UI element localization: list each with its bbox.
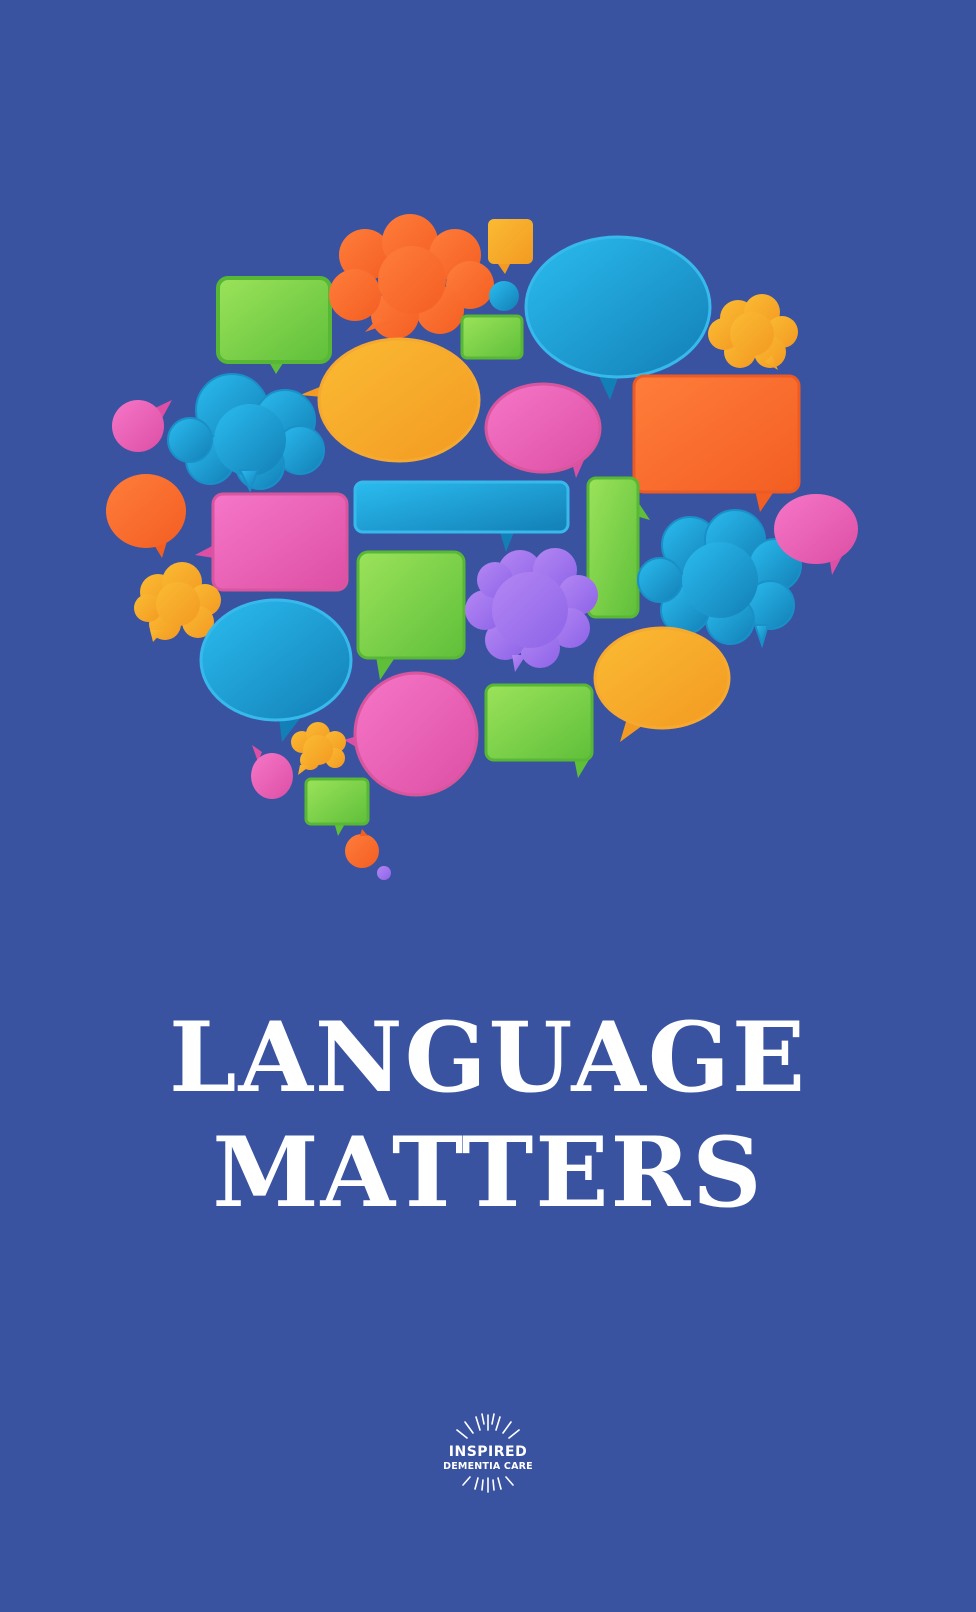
speech-bubble-cluster: [106, 214, 858, 880]
title-line-1: LANGUAGE: [168, 1001, 808, 1114]
speech-bubble-pink-small: [112, 400, 172, 452]
inspired-dementia-care-logo: INSPIRED DEMENTIA CARE: [428, 1410, 548, 1496]
dot-purple: [377, 866, 391, 880]
speech-bubble-orange-round: [106, 474, 186, 558]
sunburst-icon: [456, 1413, 520, 1493]
thought-cloud-orange: [329, 214, 494, 339]
speech-bubble-pink-tiny: [251, 745, 293, 799]
speech-bubble-orange-rect: [632, 374, 801, 512]
speech-bubble-pink-oval: [484, 382, 602, 478]
speech-bubble-green-tiny: [304, 777, 370, 836]
speech-bubble-green-tall: [586, 476, 650, 619]
thought-cloud-yellow-left: [134, 562, 221, 642]
speech-bubble-yellow-oval: [300, 337, 481, 463]
thought-cloud-yellow: [708, 294, 798, 370]
speech-bubble-yellow: [488, 219, 533, 274]
thought-cloud-blue-right: [637, 509, 802, 649]
thought-cloud-purple: [465, 548, 598, 672]
speech-bubble-blue-bar: [353, 480, 570, 552]
speech-bubble-green: [216, 276, 332, 374]
speech-bubble-pink-right: [774, 494, 858, 575]
dot-orange-tail: [360, 829, 368, 836]
speech-bubble-pink-circle: [344, 671, 479, 797]
speech-bubble-yellow-right: [593, 626, 731, 742]
speech-bubble-green-bottom: [484, 683, 594, 778]
title-line-2: MATTERS: [212, 1116, 764, 1229]
speech-bubble-green-small: [460, 314, 524, 360]
speech-bubble-blue-large: [524, 235, 712, 400]
thought-cloud-yellow-small: [291, 722, 346, 775]
speech-bubble-pink-rect: [195, 492, 349, 592]
speech-bubble-green-square: [356, 550, 466, 680]
logo-text-inspired: INSPIRED: [448, 1444, 528, 1460]
thought-cloud-blue: [167, 373, 325, 493]
dot-orange: [345, 834, 379, 868]
speech-bubble-blue-left: [199, 598, 353, 742]
dot-blue: [489, 281, 519, 311]
logo-text-dementia-care: DEMENTIA CARE: [443, 1461, 533, 1472]
